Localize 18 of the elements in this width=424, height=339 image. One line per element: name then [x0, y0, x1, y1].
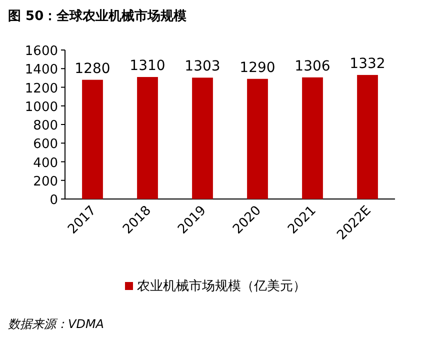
data-label: 1303	[184, 58, 220, 75]
data-label: 1332	[350, 56, 386, 72]
y-tick-label: 0	[50, 193, 58, 208]
source-note: 数据来源：VDMA	[8, 317, 104, 331]
data-label: 1290	[240, 60, 276, 76]
data-label: 1280	[74, 60, 110, 77]
data-label: 1306	[294, 58, 330, 74]
y-tick-label: 1200	[24, 81, 58, 96]
chart-title: 图 50：全球农业机械市场规模	[8, 8, 187, 24]
y-tick-label: 800	[33, 118, 58, 134]
y-tick-label: 200	[33, 174, 58, 190]
y-tick-label: 1400	[24, 62, 58, 78]
y-tick-label: 1000	[24, 100, 58, 115]
y-tick-label: 400	[33, 156, 58, 171]
y-tick-label: 1600	[24, 44, 58, 59]
legend-label: 农业机械市场规模（亿美元）	[137, 278, 306, 294]
y-tick-label: 600	[33, 137, 58, 152]
data-label: 1310	[130, 58, 166, 74]
